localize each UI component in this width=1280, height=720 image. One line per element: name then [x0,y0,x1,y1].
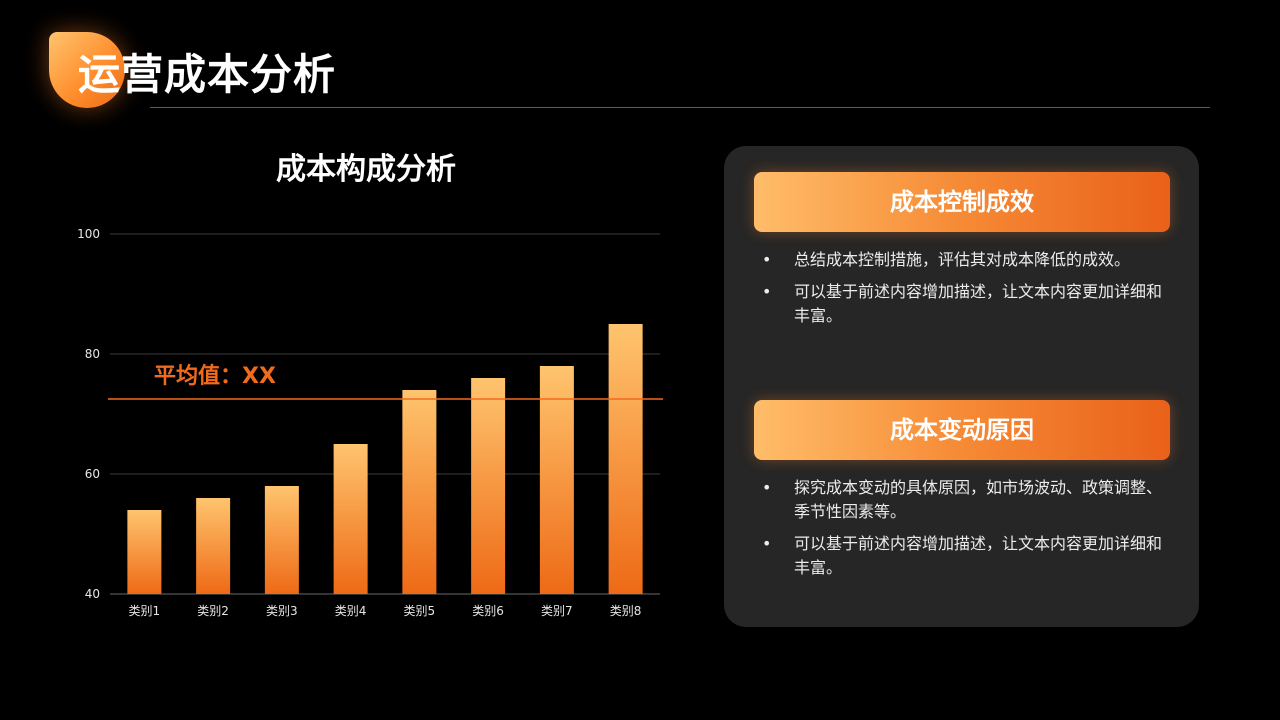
list-item: • 探究成本变动的具体原因，如市场波动、政策调整、季节性因素等。 [754,476,1170,524]
bullet-list: • 探究成本变动的具体原因，如市场波动、政策调整、季节性因素等。 • 可以基于前述内… [754,476,1170,580]
bullet-text: 可以基于前述内容增加描述，让文本内容更加详细和丰富。 [794,534,1163,577]
bullet-list: • 总结成本控制措施，评估其对成本降低的成效。 • 可以基于前述内容增加描述，让文本… [754,248,1170,328]
x-tick-label: 类别5 [404,604,436,618]
bullet-text: 总结成本控制措施，评估其对成本降低的成效。 [794,250,1131,269]
bullet-text: 探究成本变动的具体原因，如市场波动、政策调整、季节性因素等。 [794,478,1163,521]
bar [539,366,574,594]
section-heading: 成本变动原因 [754,400,1170,460]
y-tick-label: 60 [85,467,100,481]
page-title: 运营成本分析 [78,50,337,99]
list-item: • 总结成本控制措施，评估其对成本降低的成效。 [754,248,1170,272]
x-tick-label: 类别4 [335,604,367,618]
x-tick-label: 类别7 [541,604,573,618]
x-tick-label: 类别1 [129,604,161,618]
bar [333,444,368,594]
summary-panel: 成本控制成效 • 总结成本控制措施，评估其对成本降低的成效。 • 可以基于前述内容增… [724,146,1199,627]
section-cost-control: 成本控制成效 • 总结成本控制措施，评估其对成本降低的成效。 • 可以基于前述内容增… [754,172,1170,336]
bullet-dot-icon: • [762,282,772,301]
y-tick-label: 100 [77,227,100,241]
x-tick-label: 类别3 [266,604,298,618]
x-tick-label: 类别6 [472,604,504,618]
x-tick-label: 类别2 [197,604,229,618]
bar [196,498,231,594]
bar [127,510,162,594]
bar-chart: 40 60 80 100 类别1 类别2 类别3 类别4 类别5 类别6 类别7 类别8 [77,227,663,618]
section-cost-change: 成本变动原因 • 探究成本变动的具体原因，如市场波动、政策调整、季节性因素等。 •… [754,400,1170,588]
bar [608,324,643,594]
bullet-dot-icon: • [762,250,772,269]
bar [402,390,437,594]
chart-title: 成本构成分析 [276,152,456,187]
bullet-dot-icon: • [762,478,772,497]
list-item: • 可以基于前述内容增加描述，让文本内容更加详细和丰富。 [754,532,1170,580]
title-divider [150,107,1210,108]
bar [264,486,299,594]
bar [471,378,506,594]
y-tick-label: 80 [85,347,100,361]
y-tick-label: 40 [85,587,100,601]
bullet-text: 可以基于前述内容增加描述，让文本内容更加详细和丰富。 [794,282,1163,325]
title-decoration [49,32,125,108]
average-label: 平均值：XX [154,364,276,389]
bullet-dot-icon: • [762,534,772,553]
list-item: • 可以基于前述内容增加描述，让文本内容更加详细和丰富。 [754,280,1170,328]
x-tick-label: 类别8 [610,604,642,618]
section-heading: 成本控制成效 [754,172,1170,232]
